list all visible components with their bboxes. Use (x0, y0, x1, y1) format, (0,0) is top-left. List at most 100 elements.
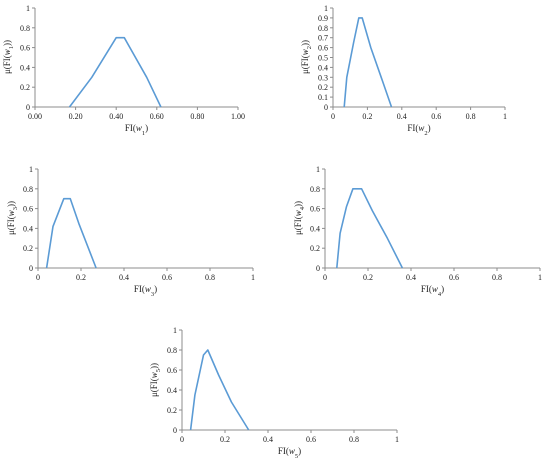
y-tick-label: 0.7 (318, 34, 328, 43)
membership-curve-1 (68, 36, 162, 108)
axis-label-var: w (293, 210, 303, 216)
x-tick-label: 1 (538, 273, 542, 282)
axis-label-prefix: μ(FI( (6, 216, 16, 235)
x-tick-label: 0.4 (263, 435, 273, 444)
y-tick-label: 0.4 (20, 63, 30, 72)
axis-label-var: w (432, 284, 438, 294)
x-tick-label: 0.00 (28, 112, 42, 121)
axis-label-sub: 1 (8, 46, 15, 49)
y-tick-label: 0 (26, 103, 30, 112)
y-axis-label: μ(FI(w3)) (6, 201, 19, 235)
y-tick-label: 0.6 (310, 205, 320, 214)
x-tick-label: 0.4 (406, 273, 416, 282)
axis-label-prefix: FI( (407, 123, 418, 133)
chart-panel-4: 00.20.40.60.810 0.2 0.4 0.6 0.8 1FI(w4)μ(FI(w… (293, 165, 542, 298)
x-tick-label: 0.2 (362, 112, 372, 121)
axis-label-var: w (289, 446, 295, 456)
axis-label-sub: 2 (306, 46, 313, 49)
x-tick-label: 0.2 (220, 435, 230, 444)
membership-curve-5 (189, 349, 250, 431)
x-tick-label: 0 (36, 273, 40, 282)
y-tick-label: 0 (324, 103, 328, 112)
y-tick-label: 0.8 (20, 24, 30, 33)
y-tick-label: 0.2 (310, 244, 320, 253)
axis-label-suffix: ) (298, 446, 301, 456)
axis-label-sub: 5 (155, 369, 162, 372)
y-tick-label: 0 (173, 426, 177, 435)
y-tick-label: 0.2 (167, 406, 177, 415)
x-tick-label: 0.60 (150, 112, 164, 121)
axis-label-sub: 2 (424, 130, 427, 137)
axis-label-var: w (136, 123, 142, 133)
x-tick-label: 1 (251, 273, 255, 282)
y-tick-label: 0 (29, 264, 33, 273)
axis-label-var: w (6, 210, 16, 216)
axis-label-var: w (149, 372, 159, 378)
axis-label-prefix: μ(FI( (293, 216, 303, 235)
y-axis-label: μ(FI(w4)) (293, 201, 306, 235)
axis-label-suffix: )) (2, 40, 12, 46)
x-tick-label: 0 (180, 435, 184, 444)
y-tick-label: 0.2 (23, 244, 33, 253)
chart-panel-1: 0 0.2 0.4 0.6 0.8 1 0.00 0.20 0.40 0.60 0.80 1.00 FI… (2, 4, 245, 137)
x-axis-label: FI(w1) (125, 123, 148, 137)
y-tick-label: 0.8 (167, 346, 177, 355)
y-axis-label: μ(FI(w1)) (2, 40, 15, 74)
x-tick-label: 1 (395, 435, 399, 444)
membership-curve-4 (336, 188, 404, 269)
y-tick-label: 1 (29, 165, 33, 174)
axis-label-suffix: )) (149, 363, 159, 369)
chart-panel-2: 00.10.20.30.40.50.60.70.80.910 0.2 0.4 0.6 0… (300, 4, 507, 137)
y-tick-label: 0.6 (23, 205, 33, 214)
axis-label-prefix: FI( (421, 284, 432, 294)
x-axis-label: FI(w4) (421, 284, 444, 298)
y-tick-label: 0.5 (318, 54, 328, 63)
y-axis-label: μ(FI(w2)) (300, 40, 313, 74)
axis-label-suffix: )) (300, 40, 310, 46)
x-tick-label: 0.8 (205, 273, 215, 282)
x-tick-label: 0.2 (76, 273, 86, 282)
axis-label-sub: 4 (438, 291, 442, 298)
membership-curve-2 (343, 17, 393, 108)
y-tick-label: 0.3 (318, 73, 328, 82)
axis-label-prefix: μ(FI( (300, 55, 310, 74)
axis-label-sub: 4 (299, 206, 306, 210)
x-tick-label: 0.8 (349, 435, 359, 444)
x-tick-label: 0 (323, 273, 327, 282)
y-tick-label: 1 (26, 4, 30, 13)
axis-label-prefix: FI( (125, 123, 136, 133)
axis-label-suffix: )) (293, 201, 303, 207)
y-tick-label: 1 (324, 4, 328, 13)
y-tick-label: 1 (316, 165, 320, 174)
y-tick-label: 0.2 (20, 83, 30, 92)
y-tick-label: 0.4 (318, 63, 328, 72)
y-tick-label: 0.8 (318, 24, 328, 33)
y-tick-label: 0.8 (310, 185, 320, 194)
axis-label-var: w (300, 49, 310, 55)
axis-label-suffix: ) (154, 284, 157, 294)
x-tick-label: 0.80 (190, 112, 204, 121)
y-tick-label: 0.9 (318, 14, 328, 23)
x-tick-label: 0 (331, 112, 335, 121)
x-tick-label: 0.6 (162, 273, 172, 282)
x-axis-label: FI(w5) (278, 446, 301, 460)
y-tick-label: 0.2 (318, 83, 328, 92)
chart-panel-3: 00.20.40.60.810 0.2 0.4 0.6 0.8 1FI(w3)μ(FI(w… (6, 165, 255, 298)
axis-label-suffix: )) (6, 201, 16, 207)
x-tick-label: 0.4 (119, 273, 129, 282)
axis-label-sub: 1 (142, 130, 145, 137)
y-tick-label: 1 (173, 326, 177, 335)
x-tick-label: 0.8 (492, 273, 502, 282)
x-tick-label: 0.6 (306, 435, 316, 444)
axis-label-prefix: FI( (278, 446, 289, 456)
x-tick-label: 0.8 (466, 112, 476, 121)
axis-label-suffix: ) (145, 123, 148, 133)
x-tick-label: 1.00 (231, 112, 245, 121)
y-tick-label: 0 (316, 264, 320, 273)
axis-label-sub: 5 (295, 453, 298, 460)
y-tick-label: 0.6 (20, 44, 30, 53)
axis-label-sub: 3 (151, 291, 154, 298)
x-tick-label: 0.6 (431, 112, 441, 121)
axis-label-var: w (418, 123, 424, 133)
